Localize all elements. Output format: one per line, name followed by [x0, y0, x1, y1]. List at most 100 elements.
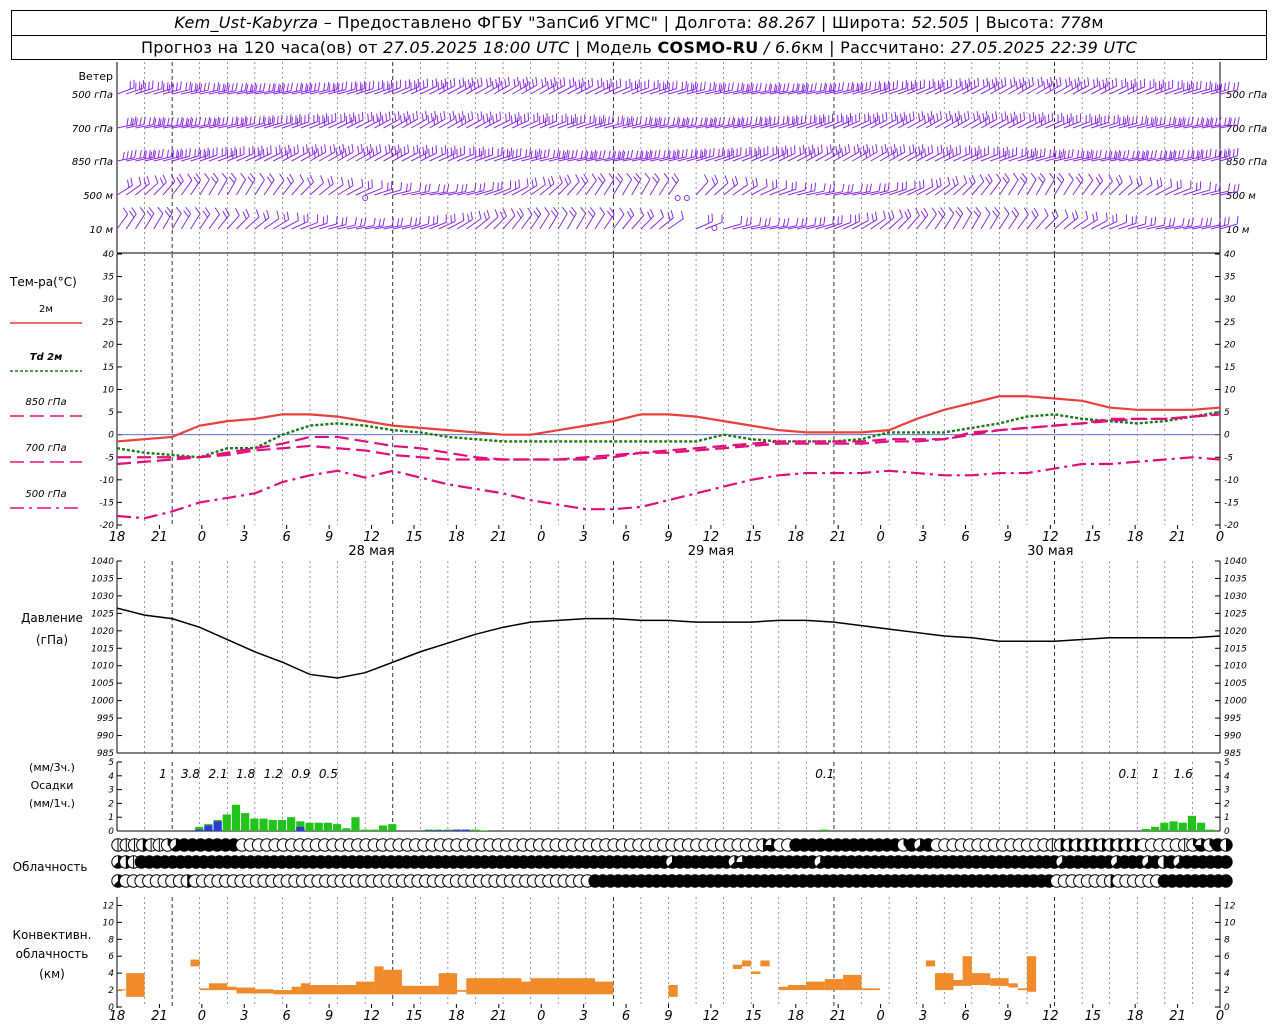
wind-barb-shaft	[346, 119, 364, 129]
wind-barb-feather	[631, 117, 634, 126]
wind-barb-feather	[474, 183, 477, 192]
wind-barb-shaft	[824, 222, 842, 230]
wind-barb-feather	[526, 178, 529, 187]
wind-barb-shaft	[162, 181, 176, 196]
precip-bar-rain	[1160, 822, 1169, 831]
wind-barb-feather	[1056, 176, 1063, 184]
wind-barb-feather	[713, 116, 716, 125]
wind-barb-feather	[1013, 207, 1020, 215]
wind-barb-feather	[258, 83, 262, 92]
wind-barb-feather	[1223, 149, 1226, 158]
wind-barb-feather	[799, 146, 802, 155]
wind-barb-shaft	[925, 86, 943, 95]
wind-barb-feather	[993, 83, 996, 92]
wind-barb-feather	[727, 117, 731, 126]
wind-barb-shaft	[650, 156, 668, 162]
wind-barb-shaft	[990, 154, 1008, 162]
wind-barb-feather	[185, 82, 188, 91]
wind-barb-feather	[235, 116, 238, 125]
wind-barb-shaft	[199, 124, 218, 129]
wind-barb-feather	[194, 117, 198, 126]
wind-barb-feather	[361, 112, 364, 121]
wind-barb-feather	[1210, 118, 1214, 127]
wind-barb-feather	[929, 117, 932, 126]
wind-barb-feather	[538, 148, 541, 157]
wind-barb-feather	[379, 144, 382, 153]
wind-barb-feather	[247, 176, 254, 184]
y-tick-label: 1000	[91, 697, 114, 707]
conv-cloud-bar	[742, 960, 752, 967]
wind-barb-feather	[308, 148, 311, 157]
wind-barb-feather	[436, 115, 439, 124]
wind-barb-shaft	[1118, 157, 1137, 162]
wind-barb-feather	[170, 174, 176, 182]
wind-barb-feather	[216, 116, 220, 125]
wind-barb-feather	[1200, 116, 1203, 125]
wind-barb-shaft	[640, 87, 659, 95]
conv-cloud-bar	[521, 981, 531, 995]
wind-barb-feather	[1154, 216, 1157, 225]
wind-barb-feather	[1191, 116, 1194, 125]
wind-barb-feather	[516, 117, 519, 126]
wind-barb-shaft	[171, 180, 184, 196]
wind-barb-feather	[418, 216, 421, 225]
wind-barb-feather	[722, 82, 725, 91]
wind-barb-feather	[286, 176, 292, 185]
wind-barb-feather	[883, 183, 886, 192]
wind-barb-feather	[1026, 150, 1029, 159]
wind-barb-feather	[418, 148, 421, 157]
forecast-start: 27.05.2025 18:00 UTC	[383, 38, 570, 57]
wind-barb-shaft	[126, 87, 144, 95]
wind-barb-shaft	[1192, 189, 1210, 196]
wind-barb-feather	[1051, 211, 1056, 220]
pressure-axis-title: Давление	[21, 611, 83, 625]
wind-barb-shaft	[1219, 223, 1238, 230]
wind-barb-shaft	[337, 185, 354, 196]
wind-barb-feather	[883, 210, 886, 219]
y-tick-label: 1005	[91, 679, 114, 689]
wind-barb-feather	[282, 84, 286, 93]
wind-barb-feather	[1233, 184, 1236, 193]
wind-barb-feather	[566, 149, 569, 158]
wind-barb-feather	[266, 210, 270, 218]
wind-barb-feather	[180, 116, 183, 125]
wind-barb-feather	[826, 146, 829, 155]
wind-barb-shaft	[971, 181, 985, 196]
wind-barb-shaft	[282, 90, 301, 95]
wind-barb-feather	[923, 115, 926, 124]
wind-barb-shaft	[824, 191, 843, 196]
wind-barb-shaft	[1146, 157, 1165, 162]
wind-barb-shaft	[980, 213, 991, 230]
wind-barb-feather	[437, 81, 440, 90]
wind-barb-feather	[714, 83, 717, 92]
wind-barb-feather	[878, 183, 881, 192]
wind-barb-feather	[360, 218, 363, 227]
wind-barb-feather	[567, 151, 570, 160]
wind-barb-feather	[471, 111, 474, 120]
wind-barb-feather	[796, 82, 799, 91]
wind-barb-shaft	[263, 179, 275, 196]
wind-barb-feather	[955, 175, 959, 184]
wind-barb-feather	[731, 82, 734, 91]
wind-barb-shaft	[622, 179, 633, 196]
wind-barb-shaft	[888, 119, 906, 129]
wind-barb-feather	[940, 207, 946, 215]
cloud-cover-symbol	[1219, 855, 1233, 869]
wind-barb-feather	[531, 179, 534, 188]
wind-barb-feather	[166, 206, 173, 214]
conv-cloud-bar	[227, 986, 237, 991]
wind-barb-shaft	[806, 152, 823, 162]
wind-barb-feather	[786, 82, 790, 91]
wind-barb-feather	[514, 113, 517, 122]
wind-barb-feather	[139, 117, 142, 126]
wind-barb-feather	[1034, 147, 1037, 156]
wind-barb-shaft	[797, 121, 815, 129]
wind-barb-feather	[1054, 150, 1057, 159]
wind-barb-feather	[1019, 176, 1026, 184]
wind-barb-feather	[976, 111, 979, 120]
wind-barb-feather	[497, 83, 500, 92]
wind-barb-shaft	[456, 85, 474, 95]
wind-barb-shaft	[833, 221, 851, 230]
wind-level-label: 500 гПа	[72, 90, 113, 101]
wind-barb-shaft	[190, 89, 209, 95]
